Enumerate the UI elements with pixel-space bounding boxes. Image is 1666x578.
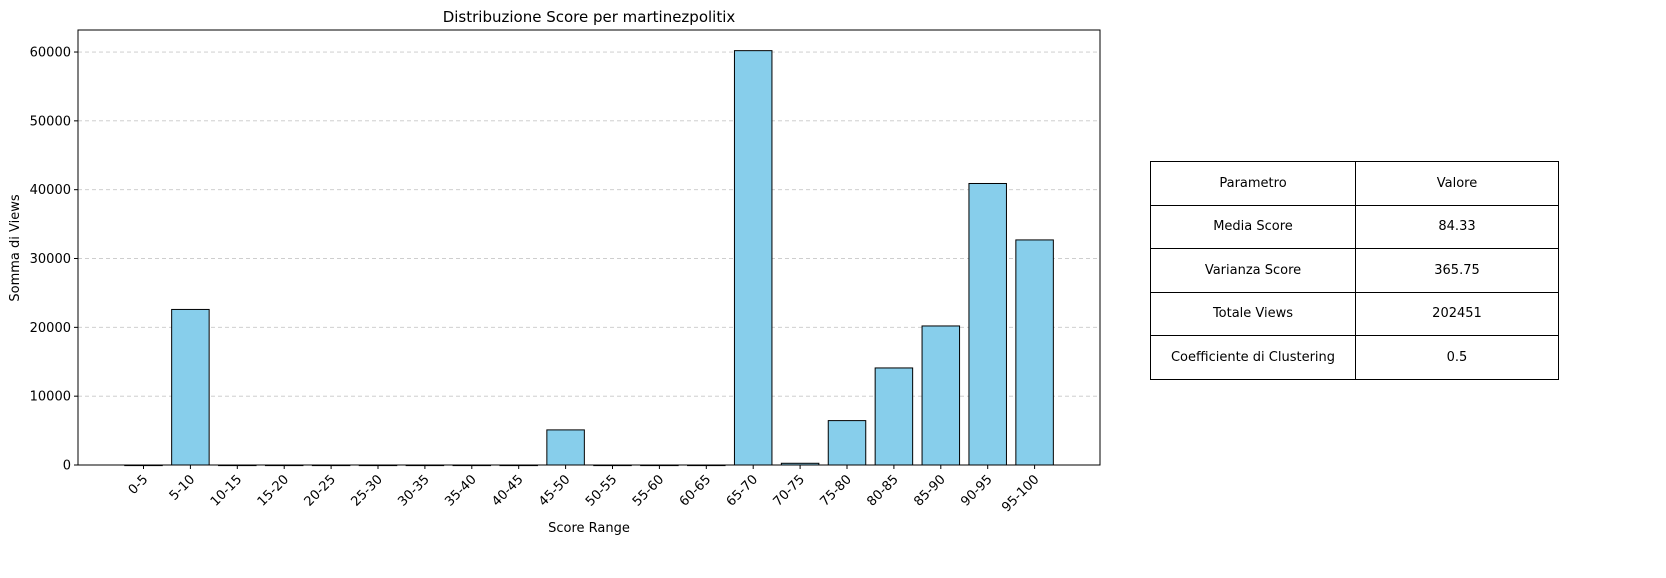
x-tick-label: 50-55	[583, 472, 620, 509]
table-row: Varianza Score 365.75	[1150, 248, 1559, 293]
table-cell-parameter: Varianza Score	[1150, 248, 1356, 293]
bar-85-90	[921, 325, 961, 466]
bar-65-70	[733, 50, 773, 466]
x-tick-label: 0-5	[126, 472, 152, 498]
x-tick-label: 65-70	[724, 472, 761, 509]
table-row: Coefficiente di Clustering 0.5	[1150, 335, 1559, 380]
table-header-cell: Parametro	[1150, 161, 1356, 206]
x-tick-label: 90-95	[958, 472, 995, 509]
x-tick-label: 15-20	[255, 472, 292, 509]
x-axis-ticks: 0-5 5-10 10-15 15-20 20-25 25-30 30-35 35-40 40-…	[126, 465, 1042, 515]
bar-75-80	[827, 420, 867, 466]
x-tick-label: 30-35	[395, 472, 432, 509]
x-tick-label: 25-30	[349, 472, 386, 509]
table-header-row: Parametro Valore	[1150, 161, 1559, 206]
table-cell-value: 365.75	[1355, 248, 1559, 293]
y-tick-label: 10000	[30, 390, 71, 405]
x-tick-label: 10-15	[208, 472, 245, 509]
plot-frame	[77, 29, 1101, 466]
table-cell-parameter: Media Score	[1150, 204, 1356, 249]
x-tick-label: 35-40	[442, 472, 479, 509]
grid-lines	[78, 51, 1100, 466]
y-tick-label: 30000	[30, 252, 71, 267]
table-header-cell: Valore	[1355, 161, 1559, 206]
chart-title: Distribuzione Score per martinezpolitix	[443, 8, 736, 26]
y-tick-label: 20000	[30, 321, 71, 336]
bar-80-85	[874, 367, 914, 466]
table-row: Totale Views 202451	[1150, 291, 1559, 336]
bar-5-10	[171, 308, 210, 466]
x-tick-label: 85-90	[911, 472, 948, 509]
table-cell-value: 202451	[1355, 291, 1559, 336]
x-tick-label: 70-75	[771, 472, 808, 509]
table-cell-value: 84.33	[1355, 204, 1559, 249]
x-tick-label: 75-80	[818, 472, 855, 509]
x-tick-label: 5-10	[167, 472, 198, 503]
bars	[124, 50, 1054, 467]
table-cell-value: 0.5	[1355, 335, 1559, 380]
y-tick-label: 40000	[30, 183, 71, 198]
x-tick-label: 80-85	[864, 472, 901, 509]
x-tick-label: 60-65	[677, 472, 714, 509]
table-cell-parameter: Coefficiente di Clustering	[1150, 335, 1356, 380]
table-cell-parameter: Totale Views	[1150, 291, 1356, 336]
x-tick-label: 40-45	[489, 472, 526, 509]
y-tick-label: 50000	[30, 114, 71, 129]
y-tick-label: 60000	[30, 46, 71, 61]
x-tick-label: 95-100	[999, 472, 1042, 515]
x-tick-label: 45-50	[536, 472, 573, 509]
stats-table: Parametro Valore Media Score 84.33 Varia…	[1150, 161, 1559, 380]
bar-45-50	[546, 429, 585, 466]
x-tick-label: 55-60	[630, 472, 667, 509]
x-axis-label: Score Range	[548, 521, 630, 536]
y-axis-ticks: 0 10000 20000 30000 40000 50000 60000	[30, 46, 78, 474]
y-axis-label: Somma di Views	[8, 194, 23, 301]
bar-95-100	[1015, 239, 1054, 466]
table-row: Media Score 84.33	[1150, 204, 1559, 249]
y-tick-label: 0	[63, 459, 71, 474]
bar-90-95	[968, 182, 1007, 466]
x-tick-label: 20-25	[302, 472, 339, 509]
